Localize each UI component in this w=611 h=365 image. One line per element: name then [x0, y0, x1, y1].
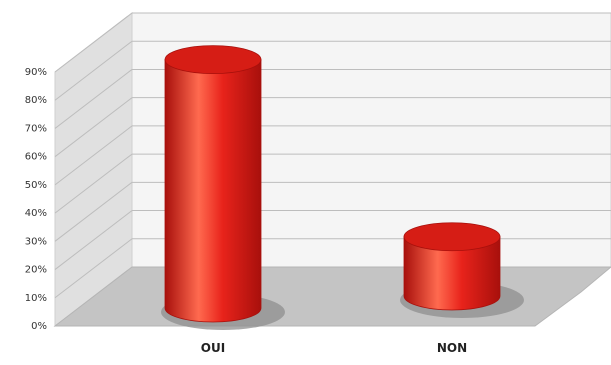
gridline-side: [54, 238, 133, 299]
bar-oui: [164, 45, 262, 323]
bar-top: [403, 222, 501, 252]
x-category-label: NON: [437, 341, 467, 355]
y-tick-label: 40%: [25, 208, 47, 219]
y-tick-label: 90%: [25, 67, 47, 78]
bar-body: [403, 236, 501, 311]
gridline-side: [54, 125, 133, 186]
gridline-side: [54, 210, 133, 270]
gridline-side: [54, 12, 133, 73]
y-tick-label: 80%: [25, 95, 47, 106]
y-tick-label: 60%: [25, 152, 47, 163]
bar-non: [403, 222, 501, 311]
y-tick-label: 10%: [25, 293, 47, 304]
y-tick-label: 20%: [25, 265, 47, 276]
gridline-side: [54, 97, 133, 158]
bar-top: [164, 45, 262, 75]
bar-body: [164, 59, 262, 323]
gridline-side: [54, 153, 133, 214]
x-category-label: OUI: [201, 341, 225, 355]
y-tick-label: 0%: [31, 321, 47, 332]
gridline-side: [54, 40, 133, 101]
y-tick-label: 30%: [25, 236, 47, 247]
floor: [53, 266, 611, 327]
y-tick-label: 50%: [25, 180, 47, 191]
gridline-side: [54, 69, 133, 129]
gridline-side: [54, 181, 133, 242]
y-tick-label: 70%: [25, 123, 47, 134]
